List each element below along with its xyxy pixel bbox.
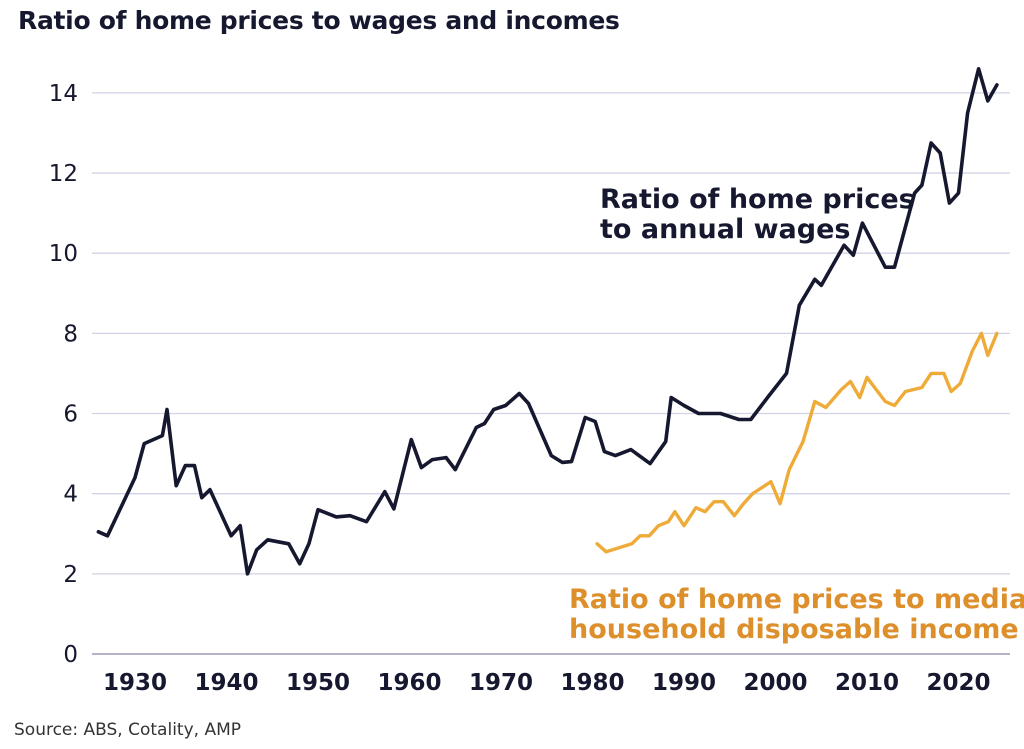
source-note: Source: ABS, Cotality, AMP <box>14 720 241 740</box>
y-tick-label: 0 <box>63 642 78 668</box>
income-series-label: household disposable income <box>569 614 1019 645</box>
x-tick-label: 1970 <box>469 670 533 696</box>
income-ratio-line <box>595 331 999 554</box>
x-tick-label: 2020 <box>926 670 990 696</box>
y-tick-label: 10 <box>49 241 78 267</box>
x-axis-ticks: 1930 1940 1950 1960 1970 1980 1990 2000 2010 2020 <box>103 670 991 696</box>
income-series-label: Ratio of home prices to median <box>569 584 1024 615</box>
x-tick-label: 1980 <box>560 670 624 696</box>
series-lines <box>96 67 999 576</box>
gridlines <box>92 92 1010 655</box>
y-tick-label: 12 <box>49 161 78 187</box>
y-axis-ticks: 0 2 4 6 8 10 12 14 <box>49 81 78 668</box>
x-tick-label: 1940 <box>194 670 258 696</box>
wages-series-label: to annual wages <box>600 214 851 245</box>
chart-title: Ratio of home prices to wages and income… <box>18 6 620 35</box>
y-tick-label: 6 <box>63 402 78 428</box>
x-tick-label: 1960 <box>377 670 441 696</box>
x-tick-label: 1930 <box>103 670 167 696</box>
y-tick-label: 8 <box>63 321 78 347</box>
x-tick-label: 2010 <box>835 670 899 696</box>
y-tick-label: 14 <box>49 81 78 107</box>
x-tick-label: 1990 <box>652 670 716 696</box>
y-tick-label: 2 <box>63 562 78 588</box>
wages-series-label: Ratio of home prices <box>600 184 915 215</box>
wages-ratio-line <box>96 67 999 576</box>
x-tick-label: 1950 <box>286 670 350 696</box>
y-tick-label: 4 <box>63 482 78 508</box>
x-tick-label: 2000 <box>743 670 807 696</box>
